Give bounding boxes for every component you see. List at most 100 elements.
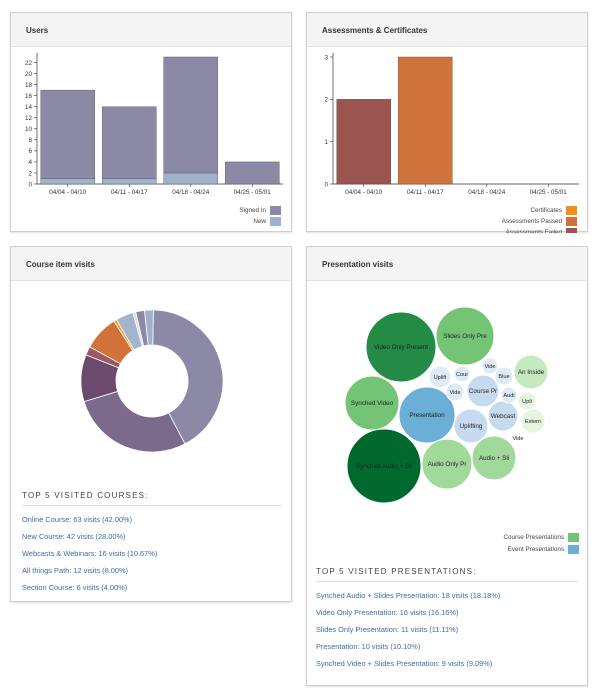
bubble-label: Vide [512,436,523,442]
assessments-chart: 0 1 2 3 04/04 - 04/10 04/11 - 04/17 04/18 - 04… [324,53,579,233]
bubble-label: Synched Audio + Sli [356,463,412,470]
x-tick-label: 04/18 - 04/24 [172,189,210,196]
donut-slice [144,309,154,346]
top5-course-link[interactable]: All things Path: 12 visits (8.00%) [22,566,128,575]
bubble-label: Vide [449,390,460,396]
bubble-label: Upli [522,399,532,405]
bubble-label: Audio + Sli [479,455,509,462]
x-tick-label: 04/04 - 04/10 [345,189,383,196]
x-tick-label: 04/25 - 05/01 [234,189,272,196]
x-tick-label: 04/25 - 05/01 [530,189,568,196]
bubble-label: Vide [484,364,495,370]
assessments-panel-title: Assessments & Certificates [307,13,587,47]
bubble-label: Presentation [409,412,445,419]
bubble-label: An Inside [518,369,545,376]
y-tick-label: 2 [324,97,328,104]
y-tick-label: 4 [28,159,32,166]
bubble-label: Extern [525,419,541,425]
top5-courses-title: TOP 5 VISITED COURSES: [22,491,149,500]
legend-swatch [270,217,281,226]
bubble [428,365,452,389]
top5-presentations-list: Synched Audio + Slides Presentation: 18 … [316,590,500,675]
bubble [466,374,500,408]
y-tick-label: 0 [28,181,32,188]
top5-presentation-link[interactable]: Synched Audio + Slides Presentation: 18 … [316,591,501,600]
bubble [344,375,400,431]
bar [101,178,157,185]
top5-course-link[interactable]: Section Course: 6 visits (4.00%) [22,583,128,592]
legend-label: Assessments Passed [502,218,563,225]
y-tick-label: 14 [25,104,33,111]
users-panel: Users 0 2 4 6 8 10 12 14 16 18 20 22 04/04 - 04/10 04… [10,12,292,232]
bar [101,106,157,179]
assessments-panel: Assessments & Certificates 0 1 2 3 04/04 - 0… [306,12,588,233]
y-tick-label: 2 [28,170,32,177]
top5-presentation-link[interactable]: Slides Only Presentation: 11 visits (11.… [316,625,459,634]
x-tick-label: 04/04 - 04/10 [49,189,87,196]
y-tick-label: 3 [324,54,328,61]
bubble-label: Uplift [434,375,447,381]
presentation-visits-panel-title: Presentation visits [307,247,587,281]
legend-label: New [253,218,266,225]
y-tick-label: 0 [324,181,328,188]
top5-courses-list: Online Course: 63 visits (42.00%) New Co… [22,514,157,599]
bubble [365,311,437,383]
divider [22,505,282,506]
bubble [435,306,495,366]
bubble [471,435,517,481]
y-tick-label: 20 [25,71,33,78]
bubble [500,386,518,404]
y-tick-label: 22 [25,60,33,67]
bubble-label: Audi [503,393,514,399]
legend-swatch [566,217,577,226]
bar [163,56,219,174]
y-tick-label: 1 [324,139,328,146]
donut-slice [152,309,224,445]
top5-presentation-link[interactable]: Synched Video + Slides Presentation: 9 v… [316,659,493,668]
bar [336,99,392,185]
top5-course-link[interactable]: New Course: 42 visits (28.00%) [22,532,126,541]
users-chart: 0 2 4 6 8 10 12 14 16 18 20 22 04/04 - 04/10 04/11 - … [25,53,283,226]
y-tick-label: 18 [25,82,33,89]
bar [224,161,280,185]
bubble [445,382,465,402]
bar [40,178,96,185]
divider [316,581,578,582]
x-tick-label: 04/11 - 04/17 [111,189,148,196]
bubble-label: Blue [498,374,509,380]
bubble-label: Audio Only Pr [428,461,467,468]
bubble-label: Video Only Present [374,344,428,351]
x-tick-label: 04/11 - 04/17 [407,189,444,196]
bubble [481,357,499,375]
y-tick-label: 16 [25,93,33,100]
y-tick-label: 8 [28,137,32,144]
bubble-label: Webcast [491,413,516,420]
presentation-bubble-chart: Synched Audio + Sli Video Only Present Sli… [344,306,579,554]
bubble-label: Synched Video [351,400,394,407]
course-visits-panel-title: Course item visits [11,247,291,281]
course-visits-panel: Course item visits TOP 5 VISITED COURSES… [10,246,292,602]
bubble [346,428,422,504]
legend-label: Event Presentations [508,546,564,553]
x-tick-label: 04/18 - 04/24 [468,189,506,196]
y-tick-label: 10 [25,126,33,133]
legend-swatch [270,206,281,215]
top5-course-link[interactable]: Webcasts & Webinars: 16 visits (10.67%) [22,549,158,558]
bubble [421,438,473,490]
top5-course-link[interactable]: Online Course: 63 visits (42.00%) [22,515,133,524]
presentation-visits-panel: Presentation visits Synched Audio + Sli V… [306,246,588,686]
top5-presentation-link[interactable]: Presentation: 10 visits (10.10%) [316,642,421,651]
legend-label: Certificates [531,207,563,214]
bubble [509,429,527,447]
bar [397,56,453,185]
y-tick-label: 12 [25,115,33,122]
legend-swatch [566,206,577,215]
bar [163,172,219,185]
legend-label: Signed In [239,207,266,214]
bubble-label: Uplifting [460,423,483,430]
top5-presentation-link[interactable]: Video Only Presentation: 16 visits (16.1… [316,608,459,617]
top5-presentations-title: TOP 5 VISITED PRESENTATIONS: [316,567,477,576]
legend-label: Course Presentations [503,534,564,541]
users-panel-title: Users [11,13,291,47]
bubble [520,408,546,434]
